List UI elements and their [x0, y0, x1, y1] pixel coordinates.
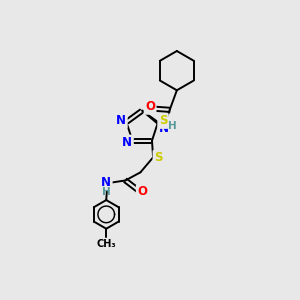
Text: H: H [102, 187, 111, 197]
Text: O: O [145, 100, 155, 113]
Text: H: H [168, 121, 177, 131]
Text: CH₃: CH₃ [96, 239, 116, 249]
Text: N: N [122, 136, 132, 149]
Text: N: N [116, 115, 126, 128]
Text: O: O [137, 185, 147, 199]
Text: S: S [154, 151, 163, 164]
Text: N: N [101, 176, 111, 189]
Text: N: N [159, 122, 169, 135]
Text: S: S [159, 115, 167, 128]
